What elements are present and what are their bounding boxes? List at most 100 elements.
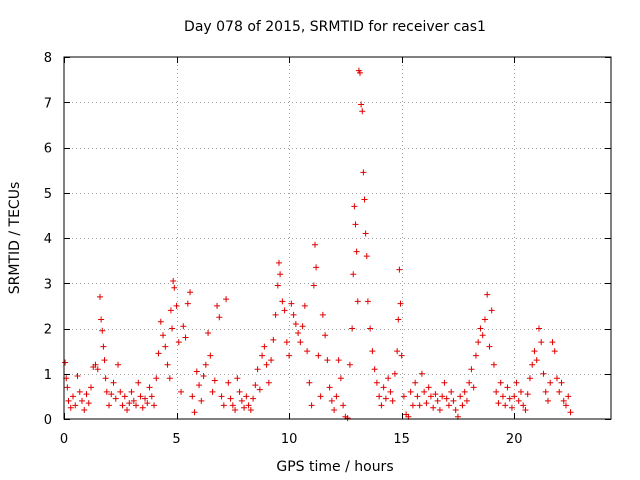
data-point: [513, 379, 520, 386]
data-point: [470, 384, 477, 391]
x-axis-label: GPS time / hours: [276, 459, 393, 475]
data-point: [286, 352, 293, 359]
data-point: [236, 388, 243, 395]
data-point: [79, 397, 86, 404]
y-tick-label: 3: [44, 277, 52, 292]
y-tick-label: 8: [44, 51, 52, 66]
data-point: [250, 395, 257, 402]
data-point: [101, 357, 108, 364]
x-tick-label: 5: [172, 432, 180, 447]
data-point: [67, 404, 74, 411]
data-point: [292, 320, 299, 327]
data-point: [288, 300, 295, 307]
data-point: [517, 388, 524, 395]
data-point: [475, 339, 482, 346]
y-tick-label: 2: [44, 323, 52, 338]
data-point: [247, 406, 254, 413]
data-point: [162, 343, 169, 350]
data-point: [178, 388, 185, 395]
data-point: [128, 388, 135, 395]
y-axis-label: SRMTID / TECUs: [7, 182, 23, 295]
data-point: [315, 352, 322, 359]
data-point: [119, 402, 126, 409]
data-point: [191, 409, 198, 416]
data-point: [137, 393, 144, 400]
data-point: [94, 366, 101, 373]
data-point: [364, 298, 371, 305]
data-point: [441, 379, 448, 386]
data-point: [511, 393, 518, 400]
data-point: [531, 348, 538, 355]
x-tick-label: 20: [506, 432, 523, 447]
data-point: [412, 379, 419, 386]
x-tick-label: 10: [281, 432, 298, 447]
y-tick-label: 0: [44, 413, 52, 428]
data-point: [170, 277, 177, 284]
data-point: [160, 332, 167, 339]
data-point: [463, 397, 470, 404]
data-point: [272, 311, 279, 318]
data-point: [472, 352, 479, 359]
data-point: [432, 391, 439, 398]
data-point: [166, 375, 173, 382]
y-tick-label: 5: [44, 187, 52, 202]
data-point: [354, 298, 361, 305]
data-point: [407, 388, 414, 395]
data-point: [540, 370, 547, 377]
data-point: [493, 388, 500, 395]
plot-frame: [63, 56, 612, 420]
data-point: [144, 400, 151, 407]
data-point: [567, 409, 574, 416]
data-point: [499, 393, 506, 400]
data-point: [382, 395, 389, 402]
data-point: [261, 343, 268, 350]
data-point: [274, 282, 281, 289]
data-point: [486, 343, 493, 350]
data-point: [556, 388, 563, 395]
data-point: [164, 361, 171, 368]
data-point: [225, 379, 232, 386]
data-point: [466, 379, 473, 386]
data-point: [139, 404, 146, 411]
x-tick-label: 15: [393, 432, 410, 447]
data-point: [526, 375, 533, 382]
data-point: [202, 361, 209, 368]
data-point: [549, 339, 556, 346]
data-point: [457, 393, 464, 400]
data-point: [522, 406, 529, 413]
data-point: [265, 379, 272, 386]
data-point: [102, 375, 109, 382]
data-point: [360, 169, 367, 176]
data-point: [369, 348, 376, 355]
data-point: [72, 402, 79, 409]
data-point: [497, 379, 504, 386]
data-point: [126, 400, 133, 407]
data-point: [283, 339, 290, 346]
data-point: [254, 366, 261, 373]
data-point: [115, 361, 122, 368]
data-point: [560, 397, 567, 404]
data-point: [252, 382, 259, 389]
data-point: [310, 282, 317, 289]
data-point: [461, 388, 468, 395]
data-point: [387, 388, 394, 395]
data-point: [504, 384, 511, 391]
data-point: [83, 391, 90, 398]
data-point: [100, 343, 107, 350]
data-point: [389, 397, 396, 404]
x-tick-labels: 0 5 10 15 20: [60, 432, 523, 447]
data-point: [340, 402, 347, 409]
data-point: [193, 368, 200, 375]
data-point: [443, 395, 450, 402]
data-point: [81, 406, 88, 413]
data-point: [238, 397, 245, 404]
data-point: [362, 230, 369, 237]
data-point: [234, 375, 241, 382]
data-point: [359, 108, 366, 115]
data-point: [352, 221, 359, 228]
data-point: [445, 402, 452, 409]
data-point: [367, 325, 374, 332]
data-point: [301, 302, 308, 309]
data-point: [502, 402, 509, 409]
data-point: [180, 323, 187, 330]
